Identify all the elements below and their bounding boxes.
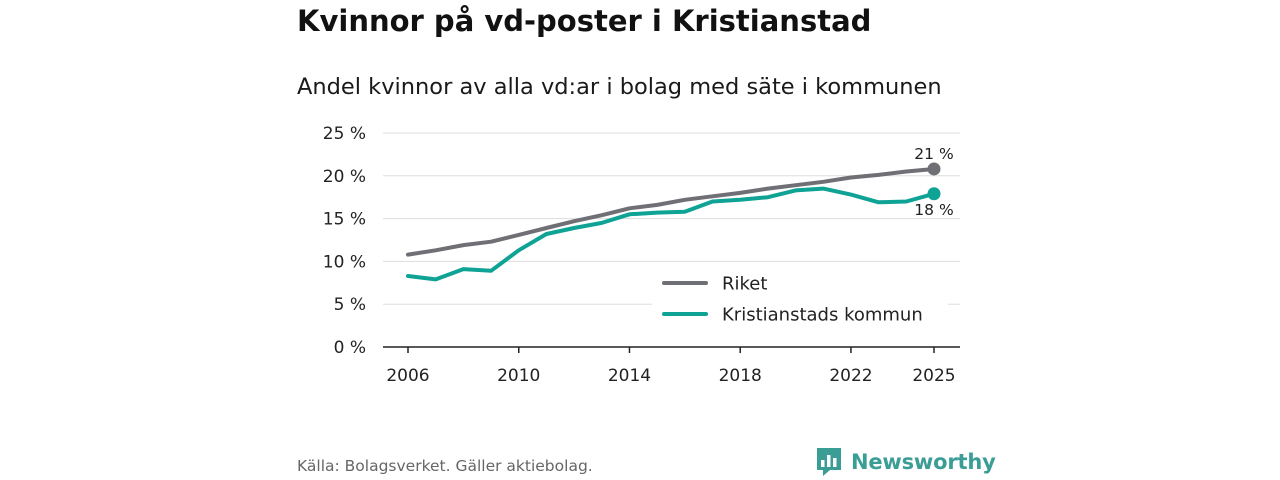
x-axis: 2006 2010 2014 2018 2022 2025 [383,346,960,386]
legend: Riket Kristianstads kommun [652,268,948,329]
y-tick-label-4: 20 % [323,167,366,187]
end-point-riket [927,162,941,176]
legend-label-0: Riket [722,274,767,295]
chart-title: Kvinnor på vd-poster i Kristianstad [297,4,872,38]
y-axis-tick-labels: 0 % 5 % 10 % 15 % 20 % 25 % [323,124,366,358]
chart-subtitle: Andel kvinnor av alla vd:ar i bolag med … [297,74,942,100]
end-labels: 21 % 18 % [914,145,953,219]
end-label-riket: 21 % [914,145,953,163]
series-line-riket [406,167,936,257]
newsworthy-logo: Newsworthy [815,446,996,478]
brand-name: Newsworthy [851,450,996,474]
series [406,162,941,282]
x-tick-label-5: 2025 [912,366,955,386]
line-chart: 0 %5 %10 %15 %20 %25 % 2006 2010 2014 2018 2… [323,124,960,386]
x-tick-label-3: 2018 [719,366,762,386]
source-note: Källa: Bolagsverket. Gäller aktiebolag. [297,457,593,475]
x-tick-label-0: 2006 [386,366,429,386]
end-label-kristianstad: 18 % [914,201,953,219]
legend-label-1: Kristianstads kommun [722,305,923,326]
x-tick-label-1: 2010 [497,366,540,386]
end-point-kristianstad [927,187,941,201]
y-tick-label-1: 5 % [334,295,366,315]
x-tick-label-2: 2014 [608,366,651,386]
y-tick-label-2: 10 % [323,252,366,272]
y-tick-label-0: 0 % [334,338,366,358]
series-line-kristianstad [406,186,936,282]
y-tick-label-5: 25 % [323,124,366,144]
y-tick-label-3: 15 % [323,210,366,230]
x-tick-label-4: 2022 [829,366,872,386]
newsworthy-chart-icon [817,448,841,476]
